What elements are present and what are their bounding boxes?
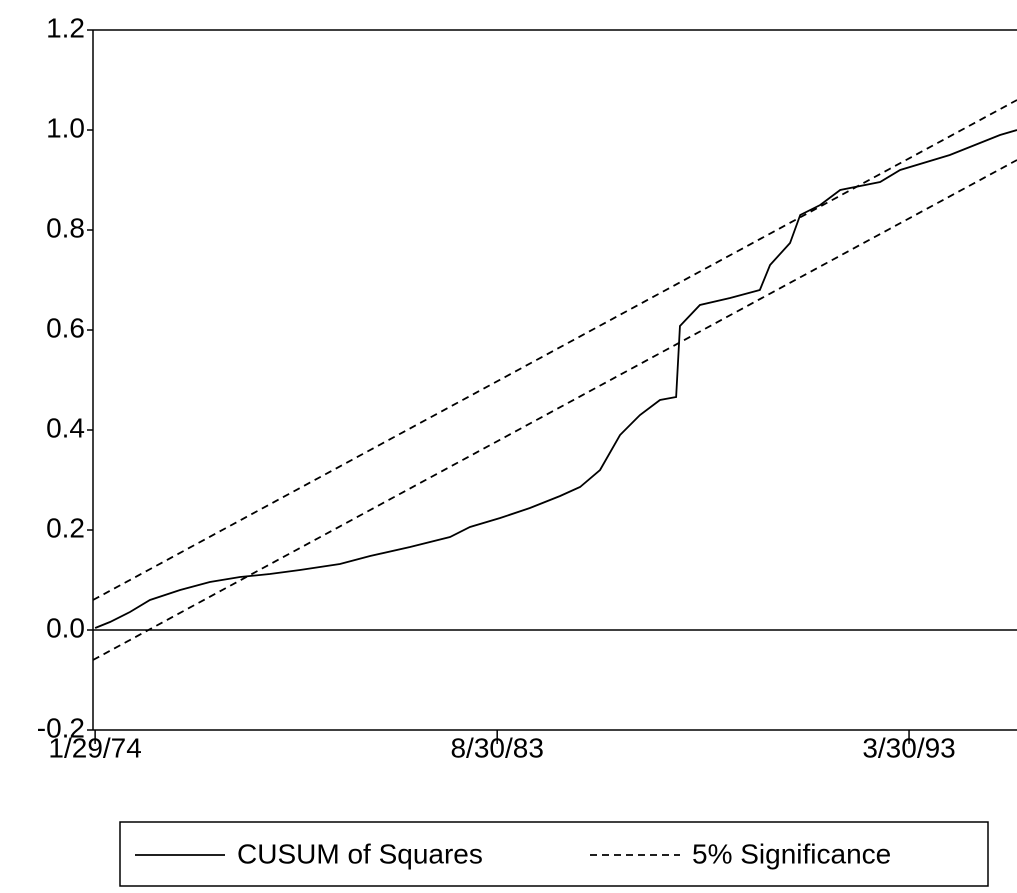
y-tick-label: 1.2 xyxy=(46,12,85,43)
y-tick-label: 0.8 xyxy=(46,212,85,243)
series-line xyxy=(92,159,1017,661)
y-tick-label: -0.2 xyxy=(37,712,85,743)
legend-label: 5% Significance xyxy=(692,838,891,869)
x-tick-label: 3/30/93 xyxy=(862,732,955,763)
x-tick-label: 1/29/74 xyxy=(48,732,141,763)
y-tick-label: 0.0 xyxy=(46,612,85,643)
legend-label: CUSUM of Squares xyxy=(237,838,483,869)
legend-box xyxy=(119,821,989,887)
x-tick-label: 8/30/83 xyxy=(450,732,543,763)
y-tick-label: 1.0 xyxy=(46,112,85,143)
y-tick-label: 0.2 xyxy=(46,512,85,543)
y-tick-label: 0.6 xyxy=(46,312,85,343)
series-line xyxy=(94,129,1017,629)
series-line xyxy=(92,99,1017,601)
y-tick-label: 0.4 xyxy=(46,412,85,443)
